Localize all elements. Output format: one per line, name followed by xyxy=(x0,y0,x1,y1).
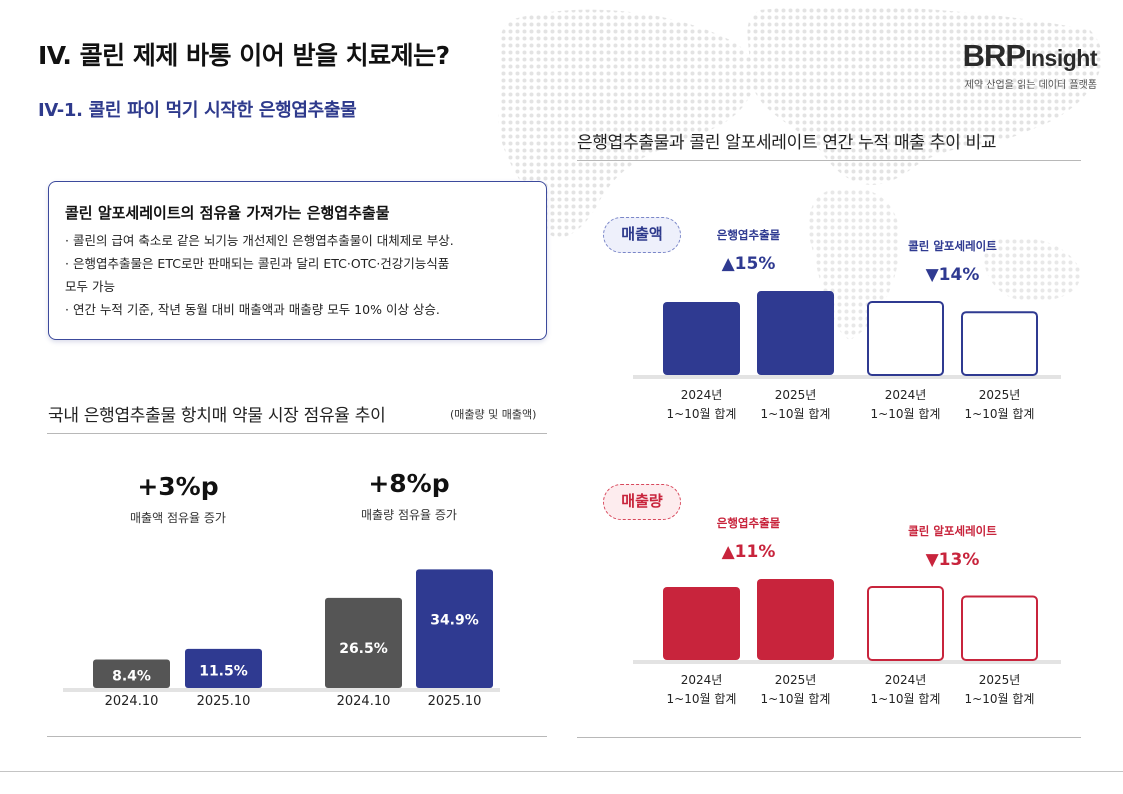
volume-x-tick-label: 2025년 xyxy=(979,673,1021,687)
callout-title: 콜린 알포세레이트의 점유율 가져가는 은행엽추출물 xyxy=(65,204,390,222)
share-chart-heading: 국내 은행엽추출물 항치매 약물 시장 점유율 추이 xyxy=(48,406,386,426)
amount-series-label: 은행엽추출물 xyxy=(717,228,781,242)
amount-x-tick-label: 2024년 xyxy=(885,388,927,402)
volume-bar xyxy=(867,586,944,661)
share-bar-value-label: 11.5% xyxy=(199,663,248,679)
amount-baseline xyxy=(633,375,1061,379)
brand-name-small: Insight xyxy=(1025,45,1097,71)
share-bar-value-label: 34.9% xyxy=(430,612,479,628)
footer-divider xyxy=(0,771,1123,772)
volume-x-tick-label: 1~10월 합계 xyxy=(761,692,831,706)
share-bar-chart: 8.4% 2024.10 11.5% 2025.10 26.5% 2024.10 34.9%… xyxy=(63,569,500,709)
share-chart-baseline xyxy=(63,688,500,692)
brand-name-big: BRP xyxy=(962,38,1026,73)
share-x-tick-label: 2025.10 xyxy=(428,694,482,709)
volume-x-tick-label: 2024년 xyxy=(681,673,723,687)
volume-x-tick-label: 1~10월 합계 xyxy=(871,692,941,706)
sales-share-increase: +3%p xyxy=(137,472,219,501)
amount-x-tick-label: 1~10월 합계 xyxy=(761,407,831,421)
share-bar-value-label: 8.4% xyxy=(112,669,151,685)
share-chart-note: (매출량 및 매출액) xyxy=(450,408,537,421)
sales-compare-rule-bottom xyxy=(577,737,1081,738)
share-bar xyxy=(185,648,262,688)
volume-bar xyxy=(757,578,834,660)
share-chart-rule-bottom xyxy=(47,736,547,737)
volume-x-tick-label: 2024년 xyxy=(885,673,927,687)
amount-change-label: ▲15% xyxy=(722,254,776,274)
volume-series-label: 콜린 알포세레이트 xyxy=(908,524,997,538)
volume-x-tick-label: 1~10월 합계 xyxy=(965,692,1035,706)
summary-callout: 콜린 알포세레이트의 점유율 가져가는 은행엽추출물 · 콜린의 급여 축소로 … xyxy=(48,181,547,340)
volume-share-increase: +8%p xyxy=(368,469,450,498)
brand-tagline: 제약 산업을 읽는 데이터 플랫폼 xyxy=(964,80,1097,91)
amount-change-label: ▼14% xyxy=(926,265,980,285)
volume-change-label: ▲11% xyxy=(722,542,776,562)
amount-bar xyxy=(961,311,1038,376)
share-x-tick-label: 2024.10 xyxy=(105,694,159,709)
sales-share-stat: +3%p 매출액 점유율 증가 xyxy=(88,472,268,526)
sales-amount-bar-chart: 2024년 1~10월 합계 2025년 1~10월 합계 은행엽추출물 ▲15% 2024… xyxy=(633,228,1061,421)
callout-line: · 콜린의 급여 축소로 같은 뇌기능 개선제인 은행엽추출물이 대체제로 부상… xyxy=(65,233,454,248)
callout-line: · 은행엽추출물은 ETC로만 판매되는 콜린과 달리 ETC·OTC·건강기능… xyxy=(65,256,450,271)
share-bar xyxy=(416,569,493,688)
amount-bar xyxy=(867,301,944,376)
amount-x-tick-label: 1~10월 합계 xyxy=(871,407,941,421)
volume-series-label: 은행엽추출물 xyxy=(717,516,781,530)
amount-bar xyxy=(663,302,740,375)
sales-share-caption: 매출액 점유율 증가 xyxy=(130,511,226,525)
sales-volume-bar-chart: 2024년 1~10월 합계 2025년 1~10월 합계 은행엽추출물 ▲11% 2024… xyxy=(633,516,1061,706)
share-bar-value-label: 26.5% xyxy=(339,641,388,657)
volume-baseline xyxy=(633,660,1061,664)
share-x-tick-label: 2024.10 xyxy=(337,694,391,709)
share-chart-rule-top xyxy=(47,433,547,434)
amount-x-tick-label: 1~10월 합계 xyxy=(965,407,1035,421)
share-bar xyxy=(325,597,402,688)
amount-x-tick-label: 2024년 xyxy=(681,388,723,402)
volume-bar xyxy=(663,587,740,660)
brand-logo: BRPInsight 제약 산업을 읽는 데이터 플랫폼 xyxy=(962,38,1098,91)
share-bar xyxy=(93,659,170,688)
amount-series-label: 콜린 알포세레이트 xyxy=(908,239,997,253)
world-map-background xyxy=(498,6,1102,340)
sales-compare-heading: 은행엽추출물과 콜린 알포세레이트 연간 누적 매출 추이 비교 xyxy=(577,133,997,153)
volume-bar xyxy=(961,595,1038,661)
sales-compare-rule-top xyxy=(577,160,1081,161)
sales-volume-pill: 매출량 xyxy=(603,484,681,520)
volume-change-label: ▼13% xyxy=(926,550,980,570)
volume-x-tick-label: 1~10월 합계 xyxy=(667,692,737,706)
share-x-tick-label: 2025.10 xyxy=(197,694,251,709)
callout-line: · 연간 누적 기준, 작년 동월 대비 매출액과 매출량 모두 10% 이상 … xyxy=(65,302,440,317)
volume-share-caption: 매출량 점유율 증가 xyxy=(361,508,457,522)
volume-x-tick-label: 2025년 xyxy=(775,673,817,687)
amount-x-tick-label: 2025년 xyxy=(979,388,1021,402)
amount-x-tick-label: 1~10월 합계 xyxy=(667,407,737,421)
volume-share-stat: +8%p 매출량 점유율 증가 xyxy=(319,469,499,523)
amount-x-tick-label: 2025년 xyxy=(775,388,817,402)
sales-amount-pill: 매출액 xyxy=(603,217,681,253)
page-title: IV. 콜린 제제 바통 이어 받을 치료제는? xyxy=(38,41,450,70)
callout-line: 모두 가능 xyxy=(65,279,115,294)
amount-bar xyxy=(757,291,834,375)
section-subtitle: IV-1. 콜린 파이 먹기 시작한 은행엽추출물 xyxy=(38,100,357,121)
